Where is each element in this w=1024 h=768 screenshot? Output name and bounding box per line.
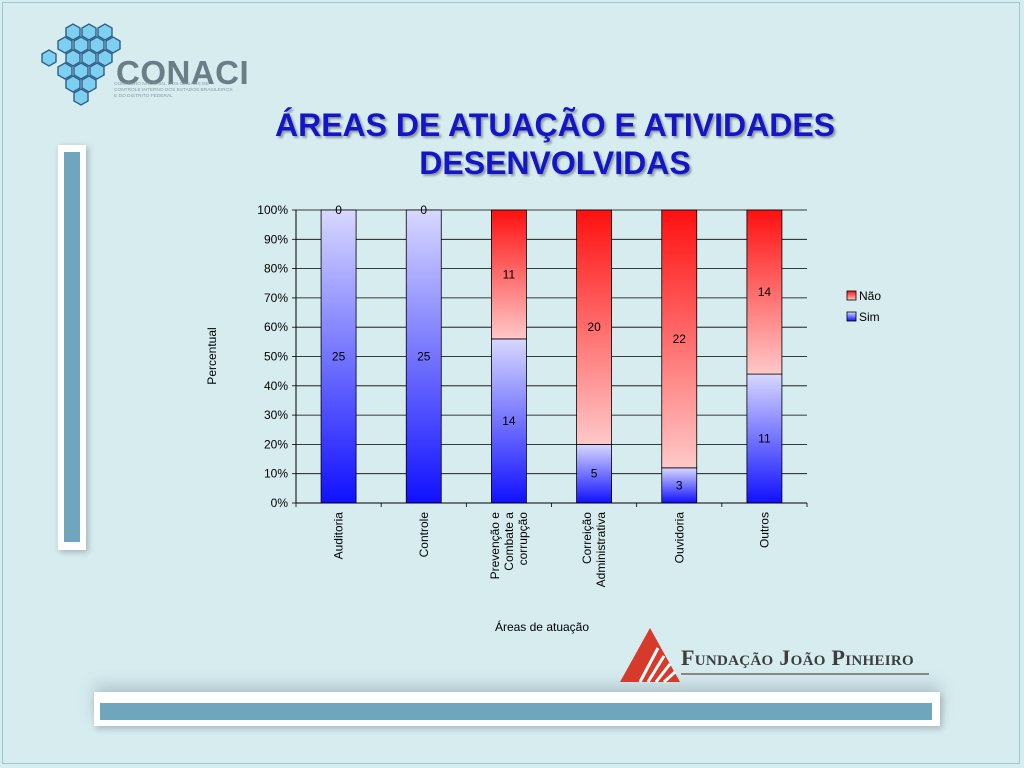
y-tick-label: 10% bbox=[264, 467, 288, 481]
y-tick-label: 40% bbox=[264, 379, 288, 393]
data-label-nao-1: 0 bbox=[420, 203, 427, 217]
y-tick-label: 20% bbox=[264, 437, 288, 451]
bar-nao-2 bbox=[491, 209, 527, 340]
bar-sim-3 bbox=[576, 443, 612, 504]
conaci-hexagon-logo-icon bbox=[41, 23, 121, 106]
x-tick-label: corrupção bbox=[516, 512, 530, 566]
fundacao-logo-underline bbox=[681, 673, 929, 675]
slide-title: ÁREAS DE ATUAÇÃO E ATIVIDADES DESENVOLVI… bbox=[230, 106, 880, 182]
slide-title-line-2: DESENVOLVIDAS bbox=[419, 145, 691, 181]
data-label-nao-4: 22 bbox=[673, 332, 687, 346]
decorative-vertical-bar-fill bbox=[64, 152, 80, 542]
x-tick-label: Combate a bbox=[502, 512, 516, 571]
conaci-logo-text: CONACI bbox=[116, 54, 250, 91]
conaci-logo-subtitle: CONSELHO NACIONAL DOS ÓRGÃOS DE CONTROLE… bbox=[114, 82, 233, 99]
slide-title-line-1: ÁREAS DE ATUAÇÃO E ATIVIDADES bbox=[274, 107, 836, 143]
y-axis-title: Percentual bbox=[205, 327, 219, 384]
x-tick-label: Ouvidoria bbox=[672, 512, 686, 564]
y-tick-label: 60% bbox=[264, 320, 288, 334]
y-tick-label: 70% bbox=[264, 291, 288, 305]
bar-nao-3 bbox=[576, 209, 612, 445]
bar-nao-5 bbox=[746, 209, 783, 375]
legend-swatch-0 bbox=[846, 290, 857, 301]
y-tick-label: 50% bbox=[264, 350, 288, 364]
x-tick-label: Outros bbox=[757, 512, 771, 548]
fundacao-joao-pinheiro-logo-icon bbox=[620, 628, 680, 684]
bar-sim-2 bbox=[491, 338, 527, 504]
data-label-sim-2: 14 bbox=[502, 414, 516, 428]
y-tick-label: 80% bbox=[264, 262, 288, 276]
y-tick-label: 90% bbox=[264, 232, 288, 246]
x-axis-title: Áreas de atuação bbox=[495, 619, 589, 634]
y-tick-label: 100% bbox=[257, 203, 288, 217]
data-label-sim-0: 25 bbox=[332, 350, 346, 364]
fundacao-joao-pinheiro-logo-text: Fundação João Pinheiro bbox=[681, 645, 914, 670]
x-tick-label: Prevenção e bbox=[488, 512, 502, 580]
bar-sim-0 bbox=[320, 209, 357, 504]
data-label-sim-3: 5 bbox=[591, 467, 598, 481]
legend-swatch-1 bbox=[846, 311, 857, 322]
data-label-nao-0: 0 bbox=[335, 203, 342, 217]
x-tick-label: Administrativa bbox=[594, 512, 608, 588]
data-label-sim-5: 11 bbox=[758, 432, 771, 446]
legend-label-0: Não bbox=[859, 289, 881, 303]
data-label-nao-2: 11 bbox=[503, 267, 516, 281]
bar-sim-5 bbox=[746, 373, 783, 504]
x-tick-label: Correição bbox=[580, 512, 594, 564]
data-label-sim-4: 3 bbox=[676, 478, 683, 492]
data-label-nao-5: 14 bbox=[758, 285, 772, 299]
data-label-nao-3: 20 bbox=[587, 320, 601, 334]
data-label-sim-1: 25 bbox=[417, 350, 431, 364]
bar-nao-4 bbox=[661, 209, 698, 469]
y-tick-label: 0% bbox=[271, 496, 289, 510]
y-tick-label: 30% bbox=[264, 408, 288, 422]
bar-sim-1 bbox=[405, 209, 442, 504]
x-tick-label: Controle bbox=[417, 512, 431, 558]
bar-sim-4 bbox=[661, 467, 698, 504]
x-tick-label: Auditoria bbox=[332, 512, 346, 560]
decorative-horizontal-bar-fill bbox=[100, 703, 932, 720]
legend-label-1: Sim bbox=[859, 310, 880, 324]
